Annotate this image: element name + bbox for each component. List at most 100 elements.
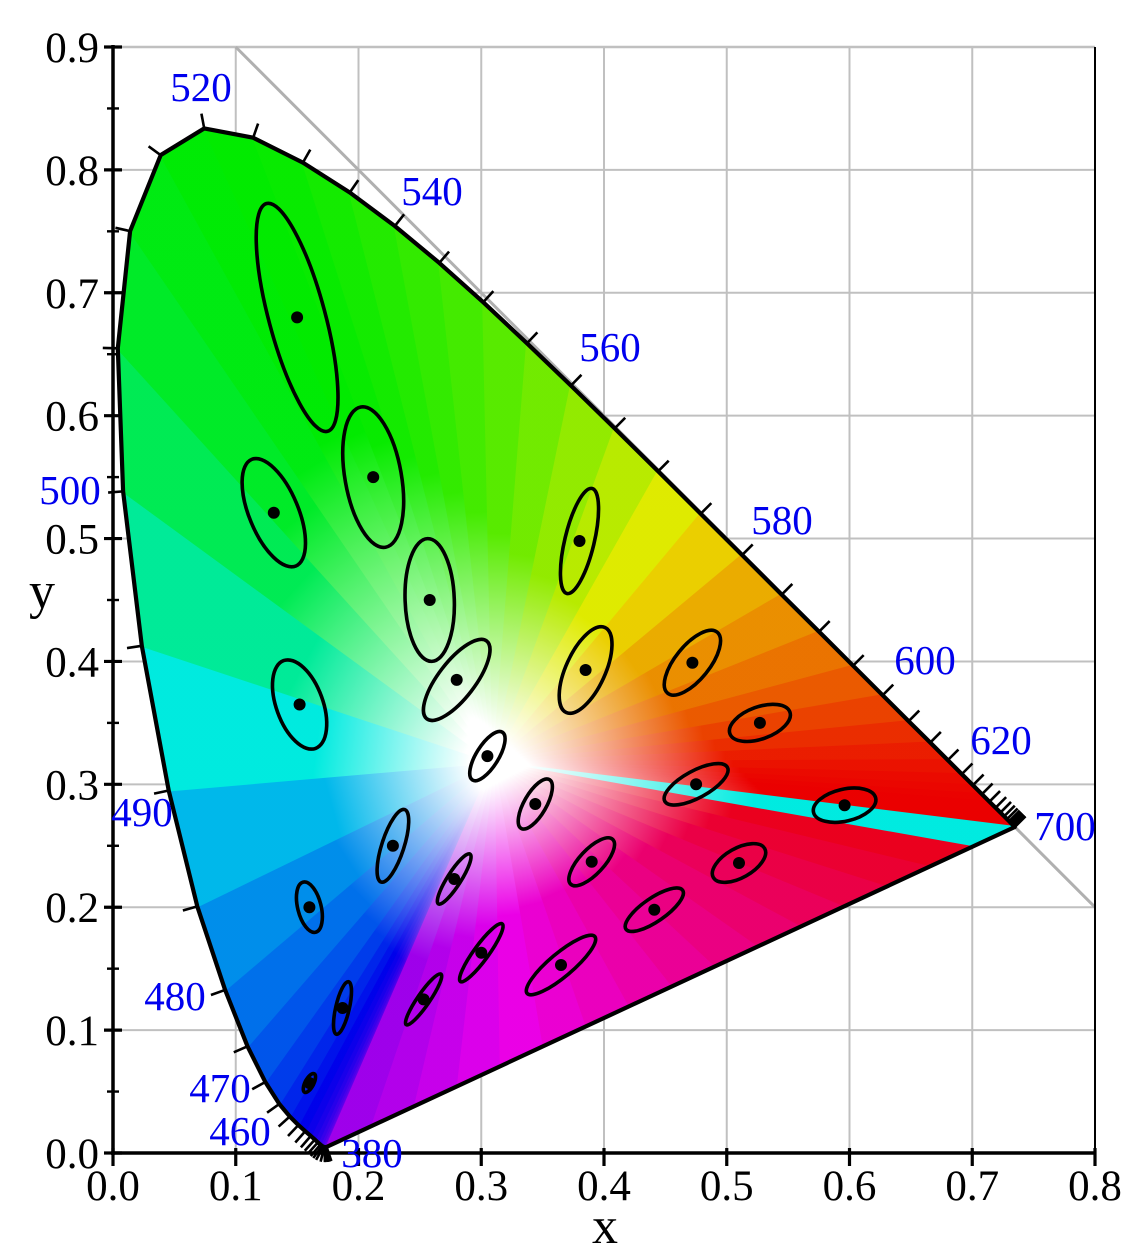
wavelength-label: 620 — [970, 717, 1032, 763]
wavelength-tick — [482, 290, 495, 304]
x-tick-label: 0.5 — [700, 1163, 754, 1210]
y-tick-label: 0.2 — [45, 885, 99, 932]
wavelength-tick — [266, 1102, 281, 1114]
ellipse-center-dot — [291, 311, 304, 324]
x-tick-label: 0.7 — [945, 1163, 999, 1210]
ellipse-center-dot — [303, 901, 316, 914]
macadam-ellipse-group — [294, 880, 325, 935]
wavelength-label: 480 — [144, 973, 206, 1019]
wavelength-tick — [200, 113, 206, 129]
macadam-ellipse — [727, 702, 793, 744]
wavelength-label: 560 — [579, 324, 641, 370]
macadam-ellipse-group — [811, 786, 878, 825]
macadam-ellipse-group — [331, 979, 354, 1037]
macadam-ellipse-group — [662, 761, 730, 807]
macadam-ellipses — [240, 201, 878, 1095]
ellipse-center-dot — [585, 855, 598, 868]
wavelength-tick — [115, 226, 131, 233]
y-tick-label: 0.3 — [45, 762, 99, 809]
ellipse-center-dot — [267, 506, 280, 519]
wavelength-label: 490 — [111, 789, 173, 835]
macadam-ellipse — [341, 405, 406, 550]
x-tick-labels: 0.0 0.1 0.2 0.3 0.4 0.5 0.6 0.7 0.8 — [86, 1163, 1122, 1210]
ellipse-center-dot — [448, 873, 461, 885]
wavelength-tick — [852, 654, 865, 667]
wavelength-tick — [818, 620, 831, 633]
wavelength-tick — [780, 583, 794, 596]
macadam-ellipse-group — [467, 729, 507, 783]
ellipse-center-dot — [417, 993, 430, 1006]
wavelength-tick — [946, 748, 960, 762]
wavelength-tick — [233, 1045, 249, 1054]
macadam-ellipse — [457, 921, 505, 984]
macadam-ellipse — [558, 486, 601, 596]
macadam-ellipse — [270, 658, 329, 751]
wavelength-tick — [741, 543, 754, 556]
macadam-ellipse-group — [270, 658, 329, 751]
ellipse-center-dot — [573, 535, 586, 547]
macadam-ellipse-group — [375, 807, 411, 884]
macadam-ellipse — [403, 972, 444, 1027]
wavelength-tick — [287, 1124, 300, 1137]
macadam-ellipse-group — [435, 852, 473, 906]
wavelength-tick — [960, 762, 974, 776]
macadam-ellipse-group — [567, 836, 617, 888]
y-axis-title: y — [29, 563, 55, 620]
wavelength-tick — [301, 148, 312, 164]
wavelength-tick — [1003, 804, 1016, 818]
macadam-ellipse — [467, 729, 507, 783]
ellipse-center-dot — [579, 664, 592, 676]
macadam-ellipse — [516, 777, 555, 831]
y-tick-label: 0.9 — [45, 25, 99, 72]
wavelength-tick — [182, 905, 198, 912]
x-tick-label: 0.2 — [332, 1163, 386, 1210]
y-tick-label: 0.5 — [45, 517, 99, 564]
macadam-ellipse-group — [403, 536, 457, 664]
macadam-ellipse-group — [421, 637, 492, 723]
macadam-ellipse-group — [710, 841, 768, 885]
macadam-ellipse-group — [557, 624, 614, 716]
x-tick-label: 0.3 — [454, 1163, 508, 1210]
macadam-ellipse-group — [558, 486, 601, 596]
wavelength-tick — [277, 1115, 291, 1128]
ellipse-center-dot — [367, 471, 380, 484]
macadam-ellipse-group — [623, 886, 686, 934]
ellipse-center-dot — [303, 1077, 316, 1089]
macadam-ellipse — [557, 624, 614, 716]
macadam-ellipse — [331, 979, 354, 1037]
wavelength-label: 500 — [39, 467, 101, 513]
wavelength-tick — [108, 490, 124, 494]
wavelength-tick — [126, 644, 143, 650]
y-tick-labels: 0.0 0.1 0.2 0.3 0.4 0.5 0.6 0.7 0.8 0.9 — [45, 25, 99, 1178]
wavelength-label: 540 — [401, 168, 463, 214]
macadam-ellipse-group — [727, 702, 793, 744]
macadam-ellipse-group — [301, 1071, 318, 1095]
macadam-ellipse — [811, 786, 878, 825]
y-tick-label: 0.6 — [45, 394, 99, 441]
wavelength-label: 470 — [189, 1065, 251, 1111]
ellipse-center-dot — [386, 839, 399, 852]
macadam-ellipse — [240, 456, 308, 569]
macadam-ellipse-group — [254, 201, 340, 434]
ellipse-center-dot — [450, 673, 463, 686]
wavelength-tick — [972, 773, 985, 787]
ellipse-center-dot — [481, 750, 494, 763]
y-tick-label: 0.8 — [45, 148, 99, 195]
wavelength-tick — [438, 250, 451, 264]
macadam-ellipse — [254, 201, 340, 434]
wavelength-tick — [1013, 815, 1027, 828]
ellipse-center-dot — [733, 857, 745, 869]
wavelength-tick — [393, 213, 406, 227]
ellipse-center-dot — [336, 1002, 349, 1014]
wavelength-tick — [699, 502, 713, 515]
ellipse-center-dot — [555, 959, 567, 971]
ellipse-center-dot — [475, 946, 488, 959]
wavelength-tick — [251, 123, 260, 139]
x-tick-label: 0.4 — [577, 1163, 631, 1210]
macadam-ellipse-group — [516, 777, 555, 831]
wavelength-tick — [988, 790, 1001, 803]
